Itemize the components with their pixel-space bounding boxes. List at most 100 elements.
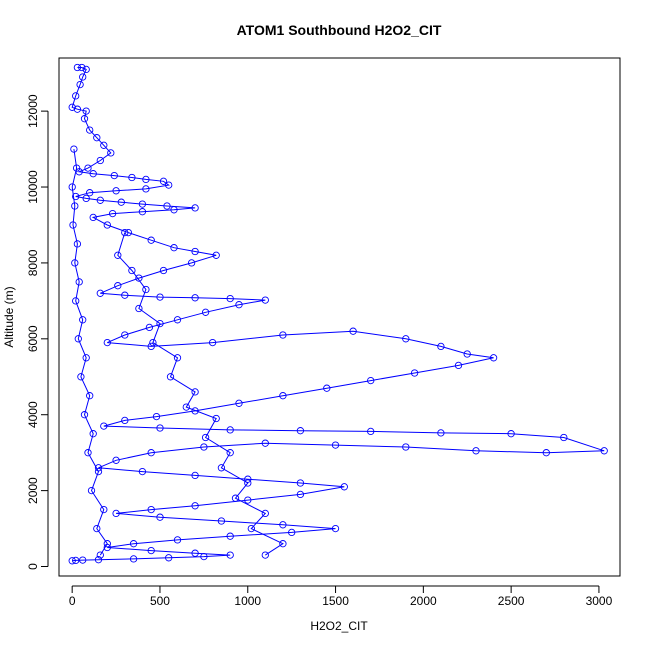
data-point	[410, 369, 419, 377]
data-point	[156, 319, 164, 328]
data-point	[235, 301, 243, 309]
data-point	[96, 551, 104, 559]
data-point	[163, 202, 171, 210]
data-point	[507, 430, 515, 438]
data-point	[191, 204, 199, 212]
data-point	[296, 479, 305, 487]
data-point	[135, 274, 143, 282]
data-point	[226, 426, 234, 434]
data-point	[82, 107, 90, 115]
data-point	[489, 354, 498, 362]
data-point	[156, 513, 164, 521]
data-point	[149, 338, 157, 347]
data-point	[73, 105, 82, 113]
data-point	[147, 236, 155, 244]
data-point	[367, 427, 375, 436]
data-point	[96, 289, 104, 297]
data-point	[96, 156, 104, 165]
data-point	[103, 543, 111, 552]
data-point	[79, 556, 87, 564]
data-point	[261, 296, 269, 304]
data-point	[129, 540, 138, 548]
data-point	[244, 496, 252, 504]
y-axis-label: Altitude (m)	[2, 286, 16, 347]
data-point	[191, 471, 199, 480]
data-point	[261, 551, 269, 559]
data-point	[108, 209, 117, 218]
data-point	[80, 115, 89, 123]
data-point	[244, 479, 252, 487]
data-point	[72, 297, 80, 305]
data-point	[100, 505, 108, 514]
data-point	[182, 403, 190, 411]
data-point	[165, 181, 173, 189]
data-point	[138, 467, 147, 476]
data-point	[68, 183, 76, 191]
data-point	[121, 228, 129, 237]
y-tick-label: 4000	[26, 401, 40, 428]
data-point	[331, 441, 340, 449]
y-tick-label: 12000	[26, 94, 40, 128]
data-point	[72, 164, 81, 172]
data-point	[340, 483, 348, 491]
y-tick-label: 0	[26, 563, 40, 570]
data-point	[331, 524, 340, 533]
data-point	[159, 177, 168, 185]
data-point	[147, 546, 155, 555]
data-point	[279, 540, 287, 548]
data-point	[159, 266, 168, 275]
data-point	[152, 412, 161, 421]
data-point	[79, 73, 87, 81]
data-point	[173, 316, 182, 324]
data-point	[402, 335, 410, 343]
data-point	[93, 524, 101, 533]
data-point	[191, 388, 199, 396]
x-tick-label: 2000	[410, 594, 437, 608]
data-point	[72, 92, 80, 100]
data-point	[147, 505, 155, 514]
series-line-1	[71, 149, 108, 556]
data-point	[212, 251, 220, 259]
data-point	[94, 467, 103, 476]
data-point	[296, 427, 305, 435]
y-axis: 0 2000 4000 6000 8000 10000 12000	[26, 94, 49, 570]
data-point	[82, 65, 90, 74]
data-point	[89, 430, 97, 438]
data-point	[121, 291, 129, 299]
data-point	[71, 202, 79, 210]
data-point	[156, 293, 164, 301]
data-point	[70, 145, 78, 153]
data-point	[121, 331, 129, 339]
data-point	[147, 342, 155, 351]
data-point	[68, 557, 76, 565]
data-point	[145, 323, 154, 332]
data-point	[94, 556, 103, 564]
x-tick-label: 2500	[498, 594, 525, 608]
data-point	[69, 221, 77, 229]
plot-lines	[71, 67, 605, 562]
data-point	[170, 244, 178, 252]
data-point	[261, 509, 269, 518]
data-point	[89, 213, 97, 222]
data-point	[156, 424, 164, 432]
data-point	[200, 443, 208, 451]
data-point	[86, 392, 94, 400]
chart-title: ATOM1 Southbound H2O2_CIT	[237, 22, 442, 38]
data-point	[226, 294, 234, 303]
y-tick-label: 8000	[26, 249, 40, 276]
data-point	[235, 399, 243, 407]
data-point	[454, 361, 463, 370]
data-point	[112, 456, 120, 464]
x-tick-label: 1000	[234, 594, 261, 608]
data-point	[279, 331, 287, 339]
data-point	[323, 384, 331, 392]
data-point	[367, 376, 375, 385]
data-point	[72, 192, 80, 201]
data-point	[112, 187, 120, 195]
data-point	[560, 433, 568, 442]
data-point	[191, 549, 199, 557]
data-point	[103, 221, 111, 229]
data-point	[191, 294, 199, 302]
data-point	[77, 373, 85, 381]
data-point	[93, 134, 101, 142]
